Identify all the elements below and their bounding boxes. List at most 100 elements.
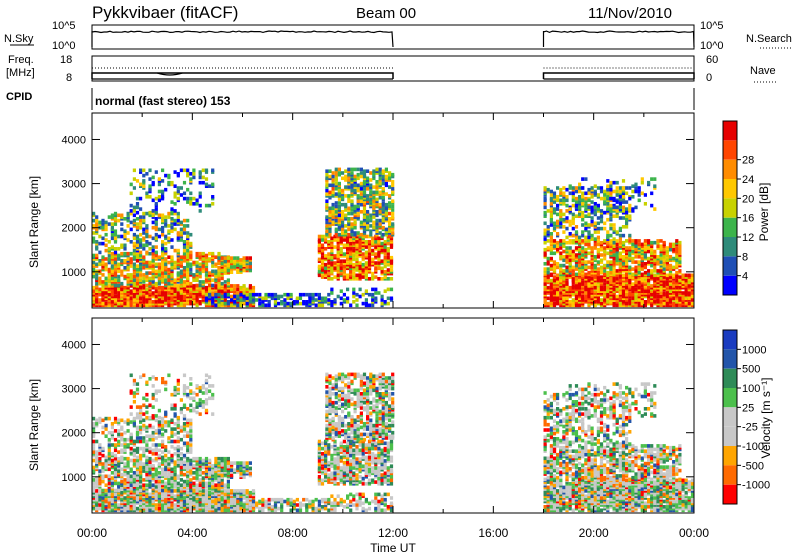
data-cell xyxy=(596,186,600,190)
data-cell xyxy=(621,179,626,183)
data-cell xyxy=(327,252,331,256)
data-cell xyxy=(603,196,607,201)
data-cell xyxy=(126,266,130,270)
data-cell xyxy=(151,300,155,304)
data-cell xyxy=(98,250,102,255)
data-cell xyxy=(367,248,372,253)
data-cell xyxy=(609,226,613,231)
data-cell xyxy=(391,183,395,188)
data-cell xyxy=(584,296,588,301)
data-cell xyxy=(182,296,187,301)
data-cell xyxy=(625,225,629,229)
data-cell xyxy=(189,267,193,272)
data-cell xyxy=(182,280,187,284)
data-cell xyxy=(568,249,572,254)
data-cell xyxy=(139,238,143,242)
date-title: 11/Nov/2010 xyxy=(588,5,672,22)
data-cell xyxy=(261,303,265,308)
data-cell xyxy=(552,244,557,248)
data-cell xyxy=(350,229,354,233)
data-cell xyxy=(584,235,588,240)
data-cell xyxy=(615,242,619,247)
data-cell xyxy=(145,250,149,255)
data-cell xyxy=(556,280,560,285)
data-cell xyxy=(556,244,560,248)
data-cell xyxy=(346,300,350,304)
data-cell xyxy=(135,303,140,308)
data-cell xyxy=(211,195,215,199)
data-cell xyxy=(135,259,140,263)
data-cell xyxy=(355,273,359,278)
data-cell xyxy=(148,251,152,256)
data-cell xyxy=(151,225,155,230)
data-cell xyxy=(603,285,607,290)
data-cell xyxy=(186,187,190,192)
data-cell xyxy=(581,198,585,203)
data-cell xyxy=(377,240,381,244)
data-cell xyxy=(618,226,622,231)
data-cell xyxy=(142,280,146,284)
data-cell xyxy=(154,503,158,507)
data-cell xyxy=(161,273,165,277)
data-cell xyxy=(681,273,685,278)
data-cell xyxy=(659,244,663,248)
data-cell xyxy=(581,265,585,270)
data-cell xyxy=(346,273,350,278)
data-cell xyxy=(367,255,372,260)
data-cell xyxy=(568,239,572,243)
data-cell xyxy=(342,243,346,248)
data-cell xyxy=(157,281,161,286)
data-cell xyxy=(565,296,569,301)
data-cell xyxy=(578,239,582,243)
data-cell xyxy=(179,186,183,190)
data-cell xyxy=(179,284,183,288)
data-cell xyxy=(668,242,673,247)
data-cell xyxy=(353,225,357,230)
data-cell xyxy=(384,211,388,216)
data-cell xyxy=(195,296,199,301)
data-cell xyxy=(167,300,171,304)
data-cell xyxy=(556,240,560,245)
data-cell xyxy=(634,205,638,210)
data-cell xyxy=(378,176,382,181)
data-cell xyxy=(164,187,168,192)
data-cell xyxy=(621,195,626,199)
data-cell xyxy=(612,280,616,285)
data-cell xyxy=(546,246,550,250)
data-cell xyxy=(242,496,246,500)
data-cell xyxy=(656,262,660,266)
data-cell xyxy=(176,231,180,235)
data-cell xyxy=(104,474,108,479)
data-cell xyxy=(634,269,638,273)
data-cell xyxy=(565,255,569,259)
data-cell xyxy=(574,237,579,241)
data-cell xyxy=(233,300,237,304)
data-cell xyxy=(364,270,368,274)
data-cell xyxy=(668,269,673,273)
data-cell xyxy=(117,234,121,239)
data-cell xyxy=(236,263,240,267)
data-cell xyxy=(129,240,133,244)
data-cell xyxy=(568,285,572,290)
data-cell xyxy=(546,301,550,306)
data-cell xyxy=(389,277,394,281)
data-cell xyxy=(342,275,346,279)
data-cell xyxy=(584,265,588,270)
data-cell xyxy=(565,258,569,263)
data-cell xyxy=(126,251,130,256)
data-cell xyxy=(214,273,218,277)
data-cell xyxy=(549,214,553,218)
data-cell xyxy=(612,301,616,306)
data-cell xyxy=(223,280,227,284)
data-cell xyxy=(132,262,136,267)
data-cell xyxy=(176,218,180,223)
data-cell xyxy=(347,227,351,232)
data-cell xyxy=(164,218,168,223)
data-cell xyxy=(98,241,102,246)
data-cell xyxy=(364,298,368,302)
data-cell xyxy=(367,292,372,297)
data-cell xyxy=(341,210,345,214)
data-cell xyxy=(543,269,547,273)
data-cell xyxy=(161,179,165,183)
data-cell xyxy=(386,255,390,260)
